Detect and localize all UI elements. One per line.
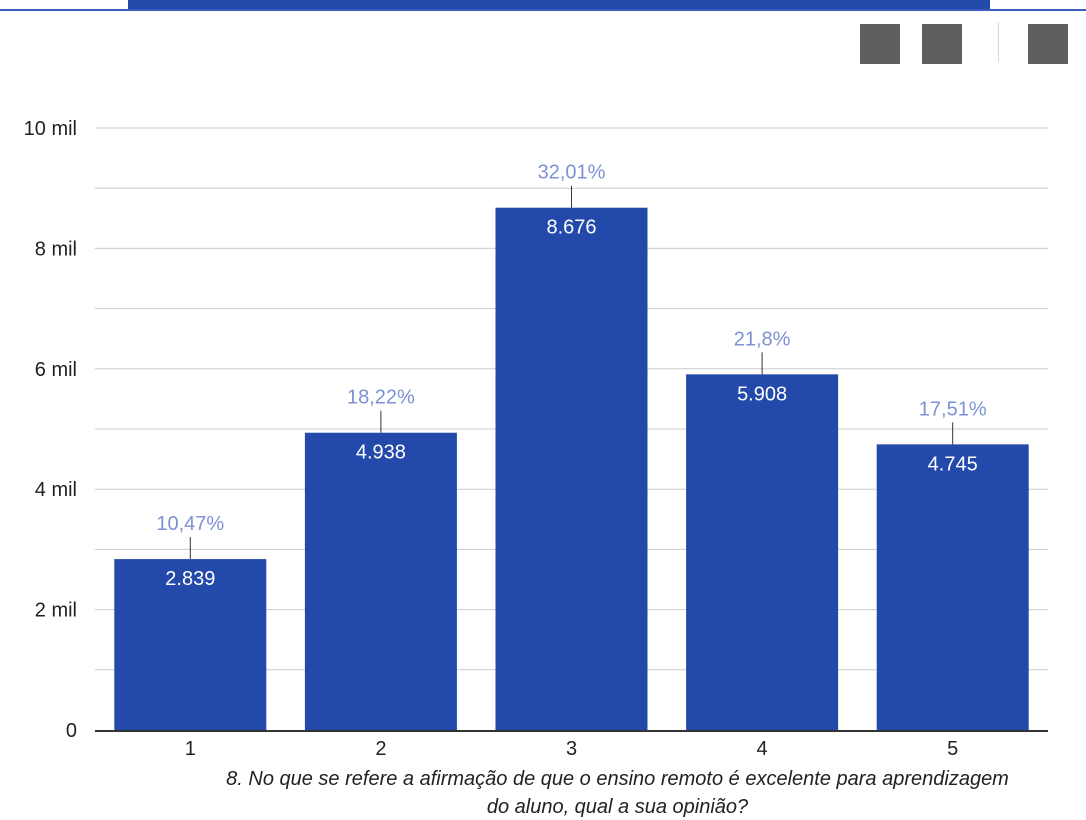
- bar-5: [876, 444, 1029, 730]
- bar-value-label: 8.676: [546, 217, 596, 239]
- x-tick-label: 1: [185, 738, 196, 760]
- bar-1: [114, 559, 267, 730]
- bar-value-label: 5.908: [737, 383, 787, 405]
- bar-percent-label: 32,01%: [538, 162, 606, 184]
- bar-2: [304, 432, 457, 730]
- x-tick-label: 5: [947, 738, 958, 760]
- header-rule: [0, 9, 1086, 11]
- bar-value-label: 4.745: [928, 453, 978, 475]
- toolbar-button-2-icon[interactable]: [922, 24, 962, 64]
- y-tick-label: 4 mil: [35, 479, 77, 501]
- x-tick-label: 4: [757, 738, 768, 760]
- bar-value-label: 4.938: [356, 442, 406, 464]
- x-tick-label: 3: [566, 738, 577, 760]
- y-tick-label: 6 mil: [35, 359, 77, 381]
- bar-percent-label: 18,22%: [347, 387, 415, 409]
- toolbar-divider: [998, 22, 999, 62]
- header-banner: [128, 0, 990, 9]
- toolbar-button-3-icon[interactable]: [1028, 24, 1068, 64]
- bar-4: [686, 374, 839, 730]
- bar-value-label: 2.839: [165, 568, 215, 590]
- y-tick-label: 0: [66, 720, 77, 742]
- toolbar-button-1-icon[interactable]: [860, 24, 900, 64]
- x-axis-title-line-1: 8. No que se refere a afirmação de que o…: [226, 768, 1009, 790]
- y-tick-label: 8 mil: [35, 238, 77, 260]
- bar-3: [495, 207, 648, 730]
- bar-percent-label: 21,8%: [734, 328, 791, 350]
- x-tick-label: 2: [375, 738, 386, 760]
- bar-percent-label: 10,47%: [156, 513, 224, 535]
- bar-percent-label: 17,51%: [919, 398, 987, 420]
- y-tick-label: 2 mil: [35, 600, 77, 622]
- x-axis-title-line-2: do aluno, qual a sua opinião?: [487, 796, 749, 818]
- y-tick-label: 10 mil: [24, 118, 77, 140]
